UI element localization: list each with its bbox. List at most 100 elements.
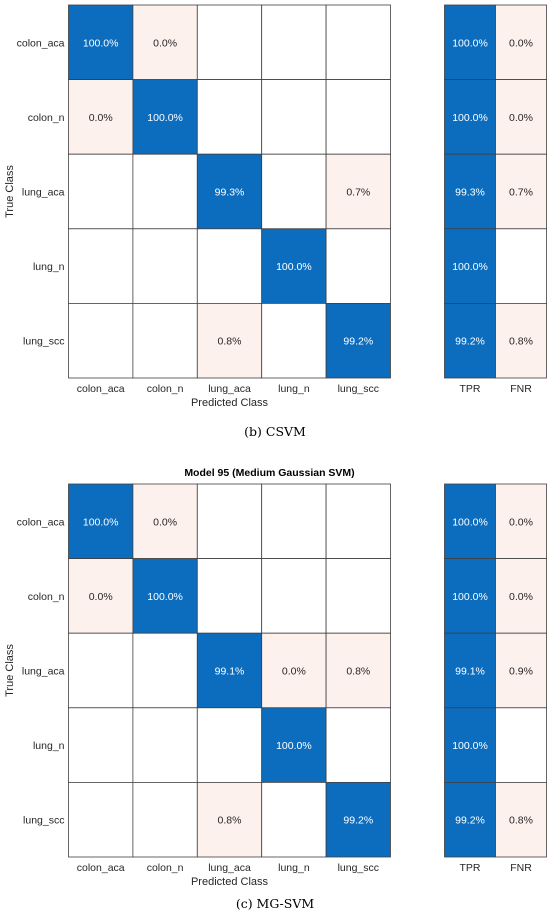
cell-value-label: 100.0% xyxy=(276,261,312,273)
summary-column-label: TPR xyxy=(460,862,481,874)
x-tick-label: lung_scc xyxy=(338,862,379,874)
summary-cell xyxy=(444,782,496,858)
cell-value-label: 100.0% xyxy=(276,740,312,752)
matrix-cell xyxy=(68,632,134,709)
matrix-cell xyxy=(132,707,198,783)
x-tick-label: colon_aca xyxy=(77,862,125,874)
summary-cell xyxy=(495,4,547,80)
matrix-cell xyxy=(196,782,263,858)
matrix-cell xyxy=(325,707,391,783)
matrix-cell xyxy=(261,782,327,858)
y-tick-label: lung_scc xyxy=(23,336,64,348)
matrix-cell xyxy=(68,302,134,379)
matrix-cell xyxy=(325,153,391,230)
matrix-cell xyxy=(325,483,391,559)
summary-value-label: 100.0% xyxy=(452,516,488,528)
figure-caption: (b) CSVM xyxy=(244,424,306,439)
cell-value-label: 0.0% xyxy=(282,666,306,678)
matrix-cell xyxy=(132,632,198,709)
matrix-cell xyxy=(68,483,134,559)
summary-value-label: 0.0% xyxy=(509,112,533,124)
confusion-matrix-panel: Model 95 (Medium Gaussian SVM) 100.0% 0.0%… xyxy=(4,467,547,911)
matrix-cell xyxy=(68,782,134,858)
matrix-cell xyxy=(68,153,134,230)
summary-cell xyxy=(495,79,547,155)
cell-value-label: 100.0% xyxy=(83,37,119,49)
summary-cell xyxy=(444,483,496,559)
summary-value-label: 0.0% xyxy=(509,516,533,528)
x-axis-label: Predicted Class xyxy=(191,397,269,409)
y-tick-label: colon_n xyxy=(28,112,65,124)
matrix-cell xyxy=(325,782,391,858)
matrix-cell xyxy=(325,79,391,155)
matrix-cell xyxy=(325,302,391,379)
summary-cell xyxy=(495,153,547,230)
cell-value-label: 99.1% xyxy=(215,666,245,678)
cell-value-label: 0.0% xyxy=(89,112,113,124)
x-tick-label: colon_n xyxy=(147,862,184,874)
matrix-cell xyxy=(196,79,263,155)
matrix-cell xyxy=(196,153,263,230)
summary-cell xyxy=(495,302,547,379)
cell-value-label: 0.8% xyxy=(218,815,242,827)
summary-cell xyxy=(444,153,496,230)
cell-value-label: 100.0% xyxy=(83,516,119,528)
matrix-cell xyxy=(261,558,327,634)
summary-value-label: 100.0% xyxy=(452,261,488,273)
summary-cell xyxy=(444,558,496,634)
matrix-cell xyxy=(325,4,391,80)
summary-cell xyxy=(444,707,496,783)
x-tick-label: lung_aca xyxy=(208,383,251,395)
y-tick-label: lung_aca xyxy=(22,187,65,199)
matrix-cell xyxy=(261,153,327,230)
matrix-cell xyxy=(261,4,327,80)
cell-value-label: 100.0% xyxy=(147,112,183,124)
y-axis-label: True Class xyxy=(4,165,16,218)
cell-value-label: 0.8% xyxy=(218,336,242,348)
matrix-cell xyxy=(196,483,263,559)
matrix-cell xyxy=(196,707,263,783)
y-tick-label: colon_aca xyxy=(17,37,65,49)
cell-value-label: 100.0% xyxy=(147,591,183,603)
y-tick-label: colon_aca xyxy=(17,516,65,528)
summary-value-label: 100.0% xyxy=(452,112,488,124)
summary-value-label: 99.2% xyxy=(455,336,485,348)
summary-cell xyxy=(495,782,547,858)
summary-column-label: FNR xyxy=(510,862,532,874)
y-tick-label: lung_n xyxy=(33,261,65,273)
matrix-cell xyxy=(325,228,391,304)
x-tick-label: lung_scc xyxy=(338,383,379,395)
summary-cell xyxy=(444,228,496,304)
confusion-matrix-panel: 100.0% 0.0% 0.0% 100.0% 99.3% 0.7% 100.0% 0.8% 9… xyxy=(4,4,547,439)
summary-value-label: 0.0% xyxy=(509,591,533,603)
matrix-cell xyxy=(261,483,327,559)
matrix-cell xyxy=(132,558,198,634)
matrix-cell xyxy=(132,153,198,230)
matrix-cell xyxy=(68,707,134,783)
matrix-cell xyxy=(132,782,198,858)
matrix-cell xyxy=(68,79,134,155)
cell-value-label: 0.8% xyxy=(346,666,370,678)
matrix-cell xyxy=(132,483,198,559)
matrix-cell xyxy=(196,632,263,709)
matrix-cell xyxy=(196,228,263,304)
matrix-cell xyxy=(261,302,327,379)
summary-value-label: 100.0% xyxy=(452,740,488,752)
y-tick-label: lung_n xyxy=(33,740,65,752)
cell-value-label: 0.0% xyxy=(89,591,113,603)
matrix-cell xyxy=(196,558,263,634)
matrix-cell xyxy=(196,4,263,80)
matrix-cell xyxy=(68,558,134,634)
y-tick-label: lung_scc xyxy=(23,815,64,827)
summary-value-label: 99.2% xyxy=(455,815,485,827)
matrix-cell xyxy=(325,632,391,709)
matrix-cell xyxy=(68,228,134,304)
y-axis-label: True Class xyxy=(4,644,16,697)
matrix-cell xyxy=(68,4,134,80)
matrix-cell xyxy=(196,302,263,379)
figure-caption: (c) MG-SVM xyxy=(236,896,315,911)
matrix-cell xyxy=(132,302,198,379)
cell-value-label: 99.2% xyxy=(343,815,373,827)
chart-title: Model 95 (Medium Gaussian SVM) xyxy=(184,467,354,479)
